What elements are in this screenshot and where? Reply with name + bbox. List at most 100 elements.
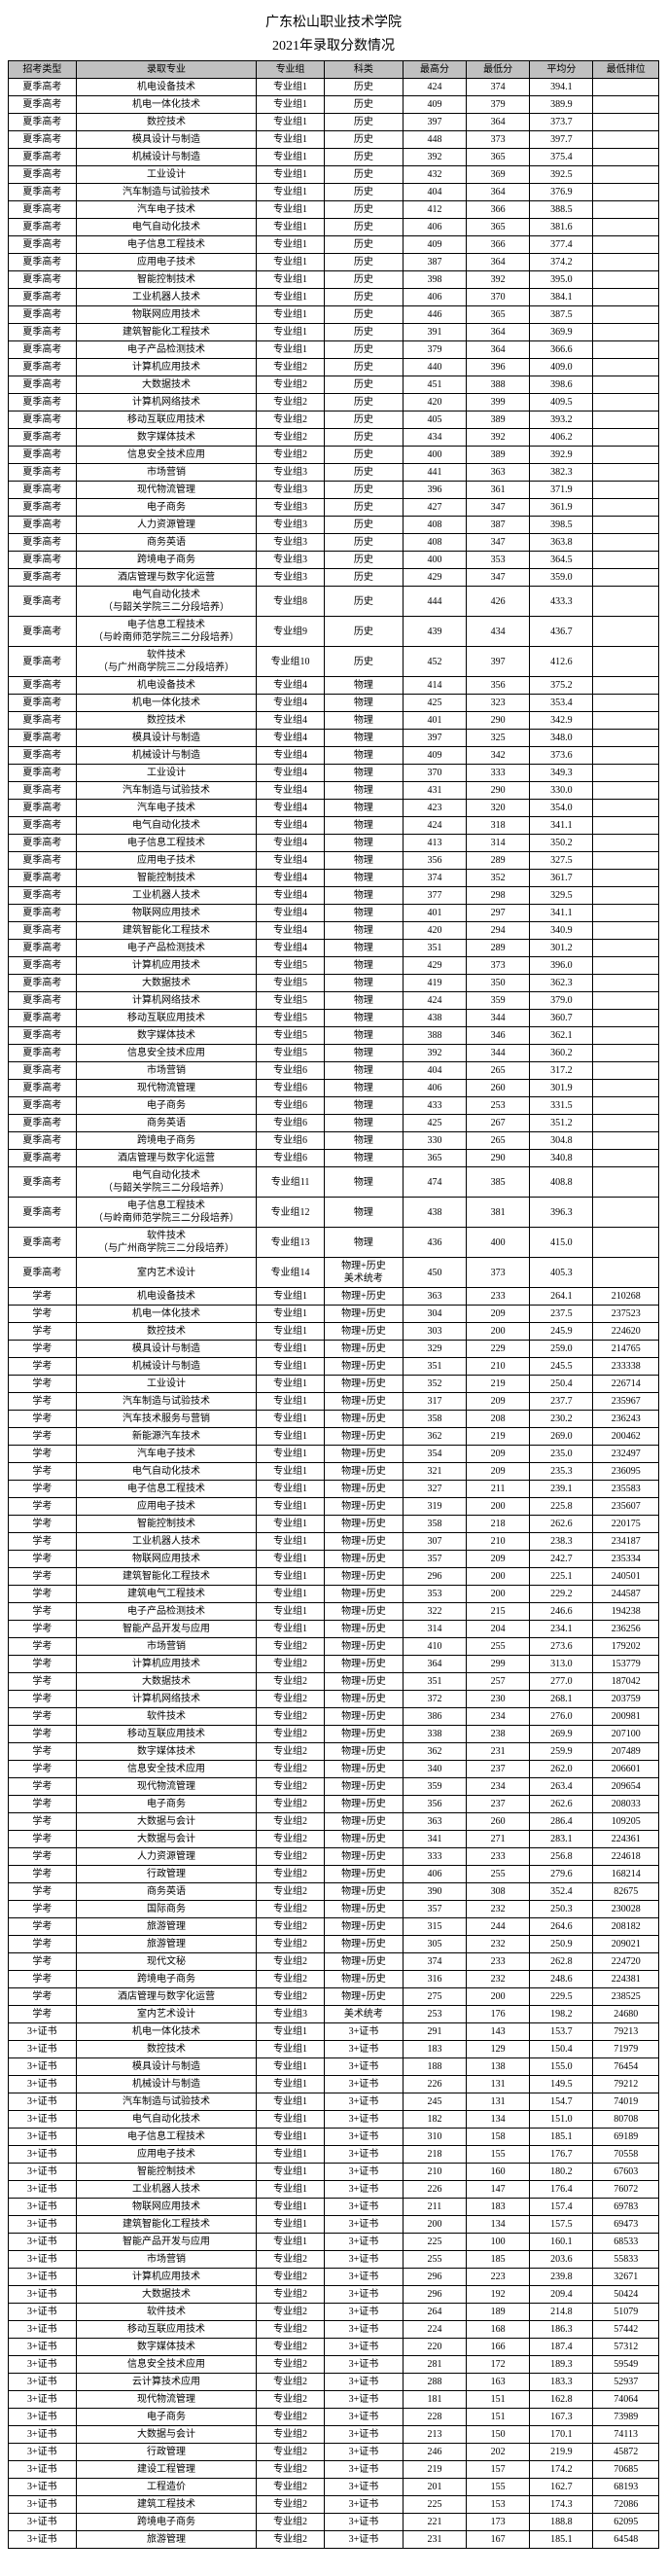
table-cell: 346: [467, 1027, 530, 1045]
table-cell: 物理+历史: [324, 1533, 403, 1551]
table-cell: 学考: [9, 1848, 77, 1866]
table-cell: 412: [403, 201, 466, 219]
col-low: 最低分: [467, 61, 530, 79]
table-cell: 3+证书: [324, 2321, 403, 2339]
table-cell: 夏季高考: [9, 114, 77, 131]
table-cell: 物理: [324, 677, 403, 695]
table-cell: 3+证书: [324, 2444, 403, 2461]
table-cell: 物理: [324, 800, 403, 817]
table-cell: 401: [403, 712, 466, 730]
table-cell: 427: [403, 499, 466, 517]
table-cell: 317: [403, 1393, 466, 1411]
table-cell: 200: [467, 1568, 530, 1586]
table-cell: 专业组2: [257, 1761, 325, 1778]
table-row: 学考数控技术专业组1物理+历史303200245.9224620: [9, 1323, 659, 1341]
table-row: 3+证书模具设计与制造专业组13+证书188138155.076454: [9, 2058, 659, 2076]
table-row: 学考工业设计专业组1物理+历史352219250.4226714: [9, 1376, 659, 1393]
table-cell: 机电设备技术: [76, 79, 257, 96]
table-cell: [593, 870, 659, 887]
table-cell: 74019: [593, 2093, 659, 2111]
table-cell: 210: [467, 1533, 530, 1551]
table-cell: 专业组4: [257, 765, 325, 782]
table-cell: 359: [403, 1778, 466, 1796]
table-cell: 436: [403, 1228, 466, 1258]
table-cell: 330: [403, 1132, 466, 1150]
table-cell: 夏季高考: [9, 236, 77, 254]
table-cell: 夏季高考: [9, 800, 77, 817]
table-cell: [593, 975, 659, 992]
table-cell: 汽车制造与试验技术: [76, 1393, 257, 1411]
table-cell: 历史: [324, 411, 403, 429]
table-cell: 夏季高考: [9, 712, 77, 730]
table-cell: 云计算技术应用: [76, 2374, 257, 2391]
table-cell: 236095: [593, 1463, 659, 1481]
table-row: 夏季高考现代物流管理专业组3历史396361371.9: [9, 482, 659, 499]
table-cell: 57312: [593, 2339, 659, 2356]
table-cell: 专业组1: [257, 236, 325, 254]
table-cell: 234.1: [530, 1621, 593, 1638]
table-cell: 329.5: [530, 887, 593, 905]
table-cell: 358: [403, 1411, 466, 1428]
table-cell: 24680: [593, 2006, 659, 2023]
table-cell: 373: [467, 131, 530, 149]
table-cell: 265: [467, 1132, 530, 1150]
table-cell: 夏季高考: [9, 324, 77, 341]
table-cell: 220175: [593, 1516, 659, 1533]
table-row: 夏季高考计算机应用技术专业组5物理429373396.0: [9, 957, 659, 975]
table-cell: 244: [467, 1918, 530, 1936]
table-cell: [593, 1258, 659, 1288]
table-cell: 历史: [324, 341, 403, 359]
table-cell: 176.4: [530, 2181, 593, 2199]
table-cell: 157: [467, 2461, 530, 2479]
table-cell: 246: [403, 2444, 466, 2461]
table-cell: 学考: [9, 1638, 77, 1656]
table-cell: 物理: [324, 887, 403, 905]
table-cell: 夏季高考: [9, 517, 77, 534]
table-cell: [593, 114, 659, 131]
table-cell: 历史: [324, 552, 403, 569]
table-cell: 学考: [9, 1498, 77, 1516]
table-row: 学考电子商务专业组2物理+历史356237262.6208033: [9, 1796, 659, 1813]
table-cell: 209: [467, 1446, 530, 1463]
table-row: 3+证书建筑工程技术专业组23+证书225153174.372086: [9, 2496, 659, 2514]
table-cell: 物理+历史: [324, 1691, 403, 1708]
table-row: 夏季高考数字媒体技术专业组2历史434392406.2: [9, 429, 659, 447]
table-cell: 专业组4: [257, 835, 325, 852]
table-cell: [593, 1010, 659, 1027]
table-cell: 200: [467, 1586, 530, 1603]
table-cell: 256.8: [530, 1848, 593, 1866]
table-cell: 425: [403, 695, 466, 712]
table-cell: [593, 394, 659, 411]
table-cell: 3+证书: [324, 2286, 403, 2304]
table-cell: 夏季高考: [9, 647, 77, 677]
table-cell: 129: [467, 2041, 530, 2058]
table-cell: [593, 359, 659, 376]
table-cell: [593, 306, 659, 324]
table-cell: 历史: [324, 587, 403, 617]
table-cell: 专业组3: [257, 552, 325, 569]
table-cell: 250.9: [530, 1936, 593, 1953]
table-row: 夏季高考工业设计专业组1历史432369392.5: [9, 166, 659, 184]
table-cell: 153: [467, 2496, 530, 2514]
table-cell: 建筑智能化工程技术: [76, 922, 257, 940]
table-cell: 357: [403, 1901, 466, 1918]
table-cell: 夏季高考: [9, 975, 77, 992]
table-row: 夏季高考汽车制造与试验技术专业组1历史404364376.9: [9, 184, 659, 201]
table-cell: 265: [467, 1062, 530, 1080]
table-row: 学考智能控制技术专业组1物理+历史358218262.6220175: [9, 1516, 659, 1533]
table-cell: 365: [467, 306, 530, 324]
table-cell: [593, 992, 659, 1010]
table-cell: 396.0: [530, 957, 593, 975]
table-cell: 夏季高考: [9, 940, 77, 957]
table-cell: 新能源汽车技术: [76, 1428, 257, 1446]
table-cell: 3+证书: [9, 2356, 77, 2374]
table-cell: 157.5: [530, 2216, 593, 2234]
col-group: 专业组: [257, 61, 325, 79]
table-cell: 181: [403, 2391, 466, 2409]
table-cell: 224620: [593, 1323, 659, 1341]
table-cell: 354: [403, 1446, 466, 1463]
table-cell: 239.1: [530, 1481, 593, 1498]
table-cell: 数字媒体技术: [76, 1743, 257, 1761]
table-cell: 物理+历史: [324, 1848, 403, 1866]
table-cell: 296: [403, 1568, 466, 1586]
